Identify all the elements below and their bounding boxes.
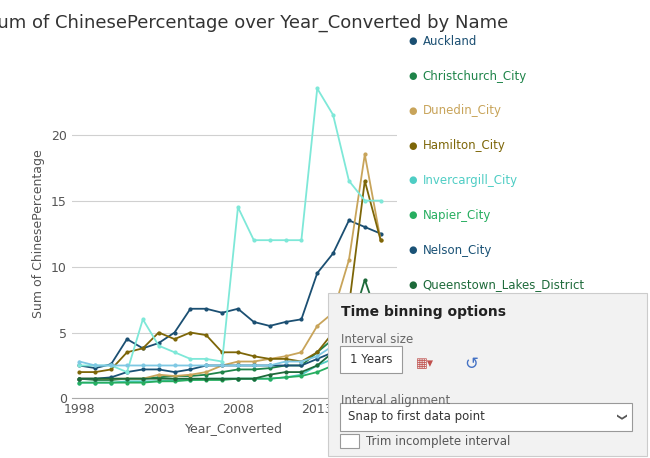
Text: Sum of ChinesePercentage over Year_Converted by Name: Sum of ChinesePercentage over Year_Conve… bbox=[0, 14, 508, 32]
Text: ●: ● bbox=[408, 36, 417, 46]
Text: ●: ● bbox=[408, 315, 417, 325]
Text: Nelson_City: Nelson_City bbox=[422, 244, 492, 256]
Text: ↺: ↺ bbox=[465, 355, 478, 373]
Text: Hamilton_City: Hamilton_City bbox=[422, 139, 506, 152]
Text: ●: ● bbox=[408, 71, 417, 81]
Text: ●: ● bbox=[408, 245, 417, 255]
Text: ●: ● bbox=[408, 280, 417, 290]
Text: Wellington_City: Wellington_City bbox=[422, 348, 514, 361]
Text: Time binning options: Time binning options bbox=[341, 305, 506, 319]
X-axis label: Year_Converted: Year_Converted bbox=[185, 422, 283, 435]
Text: ●: ● bbox=[408, 175, 417, 185]
Text: Rotorua_District: Rotorua_District bbox=[422, 313, 517, 326]
Text: ●: ● bbox=[408, 210, 417, 220]
Text: ▦▾: ▦▾ bbox=[416, 358, 434, 371]
Y-axis label: Sum of ChinesePercentage: Sum of ChinesePercentage bbox=[32, 149, 46, 318]
Text: Invercargill_City: Invercargill_City bbox=[422, 174, 517, 187]
Text: ●: ● bbox=[408, 141, 417, 151]
Text: Trim incomplete interval: Trim incomplete interval bbox=[366, 435, 510, 447]
Text: Dunedin_City: Dunedin_City bbox=[422, 104, 502, 117]
Text: Snap to first data point: Snap to first data point bbox=[348, 410, 485, 423]
Text: Auckland: Auckland bbox=[422, 35, 477, 48]
Text: 1 Years: 1 Years bbox=[350, 353, 392, 366]
Text: Interval alignment: Interval alignment bbox=[341, 394, 450, 407]
Text: Napier_City: Napier_City bbox=[422, 209, 491, 222]
Text: ●: ● bbox=[408, 106, 417, 116]
Text: ❯: ❯ bbox=[615, 413, 625, 421]
Text: Queenstown_Lakes_District: Queenstown_Lakes_District bbox=[422, 278, 584, 291]
Text: Interval size: Interval size bbox=[341, 333, 413, 346]
Text: ●: ● bbox=[408, 349, 417, 360]
Text: Christchurch_City: Christchurch_City bbox=[422, 70, 526, 82]
